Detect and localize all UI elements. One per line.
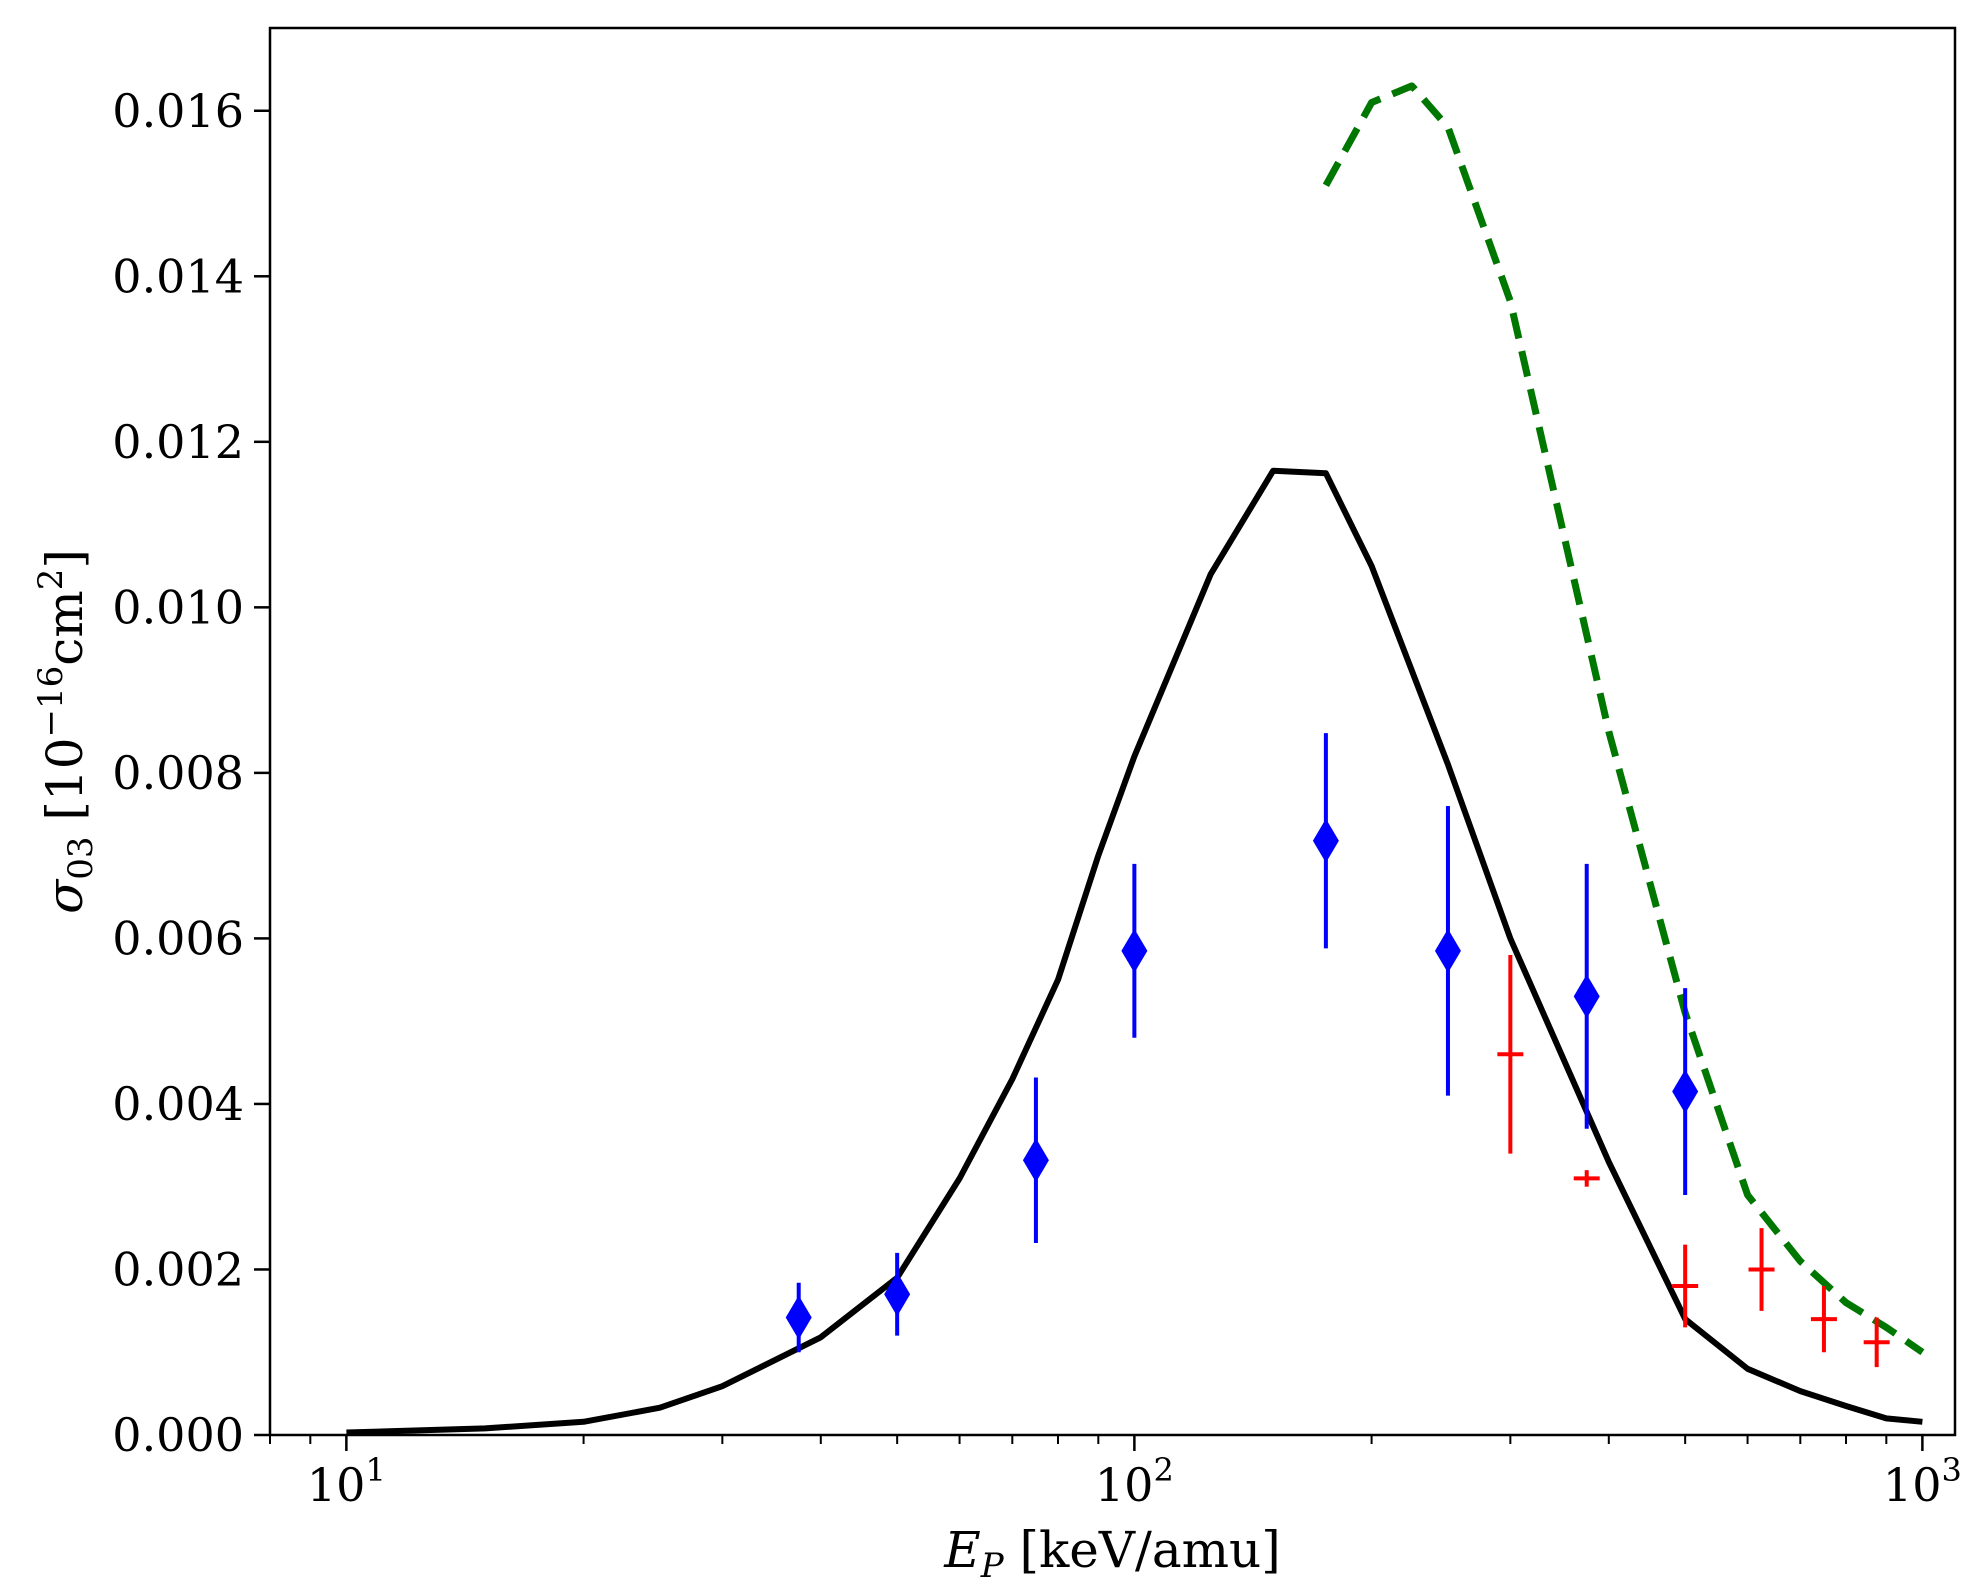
data-point-diamond [1022, 1138, 1049, 1183]
data-point-diamond [1121, 928, 1148, 973]
plot-frame [268, 26, 1957, 1437]
x-tick-label-exp: 1 [365, 1451, 385, 1489]
x-axis-label: EP [keV/amu] [943, 1521, 1281, 1586]
x-tick-label: 101 [307, 1451, 386, 1512]
y-axis-label-main: σ [36, 878, 94, 914]
y-tick-label: 0.014 [112, 249, 244, 303]
series-experiment-red [1497, 954, 1890, 1368]
y-tick-label: 0.000 [112, 1408, 244, 1462]
data-point-diamond [1672, 1069, 1699, 1114]
y-tick-label: 0.002 [112, 1242, 244, 1296]
x-tick-label-base: 10 [307, 1458, 366, 1512]
y-tick-label: 0.016 [112, 84, 244, 138]
x-tick-label-base: 10 [1883, 1458, 1942, 1512]
x-axis-label-sub: P [980, 1546, 1005, 1586]
x-axis-label-unit: [keV/amu] [1004, 1521, 1281, 1579]
data-point-diamond [1312, 818, 1339, 863]
data-point-diamond [785, 1295, 812, 1340]
series-theory-solid [346, 467, 1923, 1436]
x-tick-label-exp: 2 [1153, 1451, 1173, 1489]
series-experiment-blue [785, 733, 1699, 1353]
y-tick-label: 0.008 [112, 746, 244, 800]
y-tick-label: 0.010 [112, 580, 244, 634]
y-axis-label-unit-base: cm [36, 590, 94, 665]
x-tick-label: 103 [1883, 1451, 1962, 1512]
x-tick-label-base: 10 [1095, 1458, 1154, 1512]
series-line-theory-solid [346, 467, 1923, 1436]
y-axis-ticks: 0.000 0.002 0.004 0.006 0.008 0.010 0.012 0.014… [112, 84, 270, 1462]
y-tick-label: 0.006 [112, 911, 244, 965]
y-axis-label: σ03 [10−16cm2] [31, 549, 101, 914]
y-axis-label-unit-exp2: 2 [31, 569, 71, 591]
y-tick-label: 0.012 [112, 415, 244, 469]
data-point-diamond [1573, 974, 1600, 1019]
series-line-theory-dashed [1322, 82, 1925, 1356]
x-axis-label-main: E [943, 1521, 981, 1579]
y-axis-label-sub: 03 [61, 836, 101, 879]
data-point-diamond [1434, 928, 1461, 973]
series-theory-dashed [1322, 82, 1925, 1356]
x-axis-ticks: 101 102 103 [269, 1435, 1962, 1512]
y-tick-label: 0.004 [112, 1077, 244, 1131]
x-tick-label-exp: 3 [1941, 1451, 1961, 1489]
data-point-diamond [884, 1272, 911, 1317]
y-axis-label-unit-suffix: ] [36, 549, 94, 569]
y-axis-label-unit-exp: −16 [31, 666, 71, 738]
x-tick-label: 102 [1095, 1451, 1174, 1512]
series-layer [346, 82, 1925, 1436]
y-axis-label-unit-prefix: [10 [36, 737, 94, 836]
